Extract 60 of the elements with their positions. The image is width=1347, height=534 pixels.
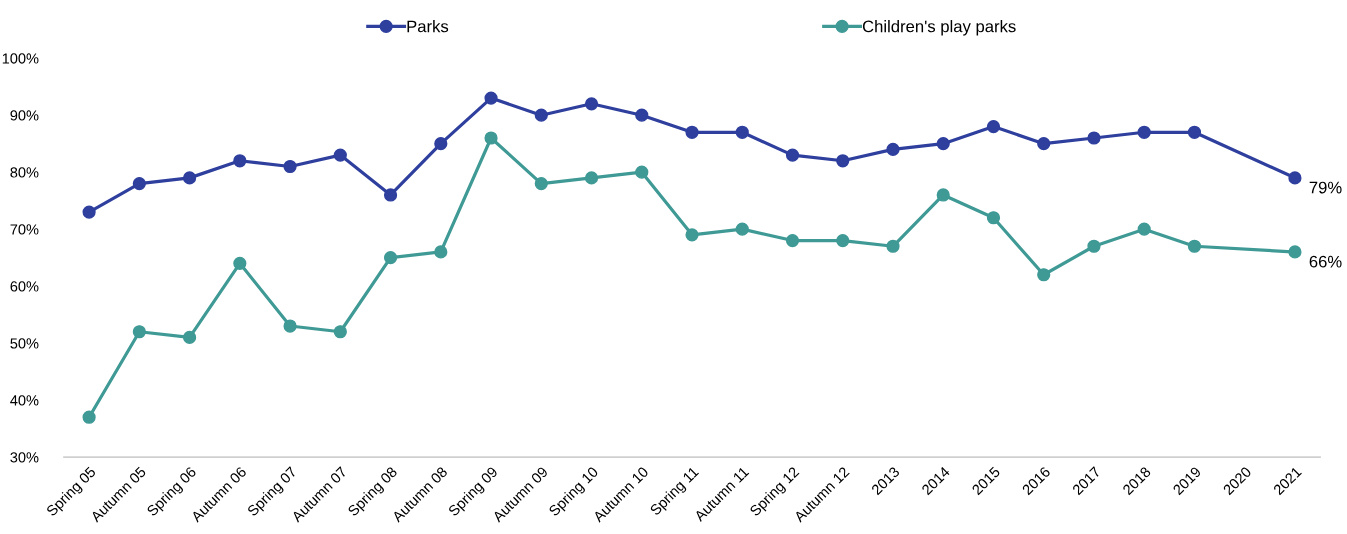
point [635, 108, 649, 122]
point [233, 154, 247, 168]
y-tick-label: 60% [10, 281, 39, 292]
y-tick-label: 40% [10, 395, 39, 406]
point [685, 228, 699, 242]
point [1187, 239, 1202, 253]
legend-label: Parks [407, 20, 449, 33]
point [82, 205, 96, 219]
point [484, 91, 498, 105]
point [233, 256, 247, 270]
point [182, 171, 197, 185]
point [735, 222, 749, 236]
y-tick-label: 90% [10, 110, 39, 121]
point [1137, 222, 1151, 236]
point [986, 211, 1001, 225]
data-label: 66% [1309, 255, 1342, 268]
point [836, 233, 850, 248]
point [785, 233, 800, 248]
point [383, 188, 398, 202]
point [333, 148, 347, 162]
y-tick-label: 70% [10, 224, 39, 235]
point [635, 165, 649, 179]
point [534, 176, 548, 191]
point [283, 159, 297, 174]
point [434, 245, 448, 259]
point [132, 176, 146, 191]
point [1037, 137, 1051, 151]
point [836, 154, 850, 168]
point [1288, 171, 1302, 185]
point [1037, 268, 1051, 282]
point [886, 142, 900, 156]
point [82, 410, 96, 424]
legend-label: Children's play parks [862, 20, 1016, 36]
point [333, 325, 347, 339]
y-tick-label: 80% [10, 167, 39, 178]
y-tick-label: 50% [10, 338, 39, 349]
data-label: 79% [1309, 181, 1342, 194]
point [1288, 245, 1302, 259]
point [584, 171, 599, 185]
point [132, 325, 146, 339]
point [1087, 239, 1101, 253]
point [182, 330, 197, 345]
y-tick-label: 30% [10, 452, 39, 463]
point [936, 137, 950, 151]
point [1137, 125, 1151, 139]
point [484, 131, 498, 145]
point [1087, 131, 1101, 145]
point [986, 119, 1001, 134]
point [584, 97, 599, 111]
point [785, 148, 800, 162]
point [383, 251, 398, 265]
point [735, 125, 749, 139]
point [1187, 125, 1202, 139]
point [886, 239, 900, 253]
y-tick-label: 100% [2, 53, 39, 64]
point [283, 319, 297, 333]
point [534, 108, 548, 122]
point [685, 125, 699, 139]
point [434, 137, 448, 151]
point [936, 188, 950, 202]
